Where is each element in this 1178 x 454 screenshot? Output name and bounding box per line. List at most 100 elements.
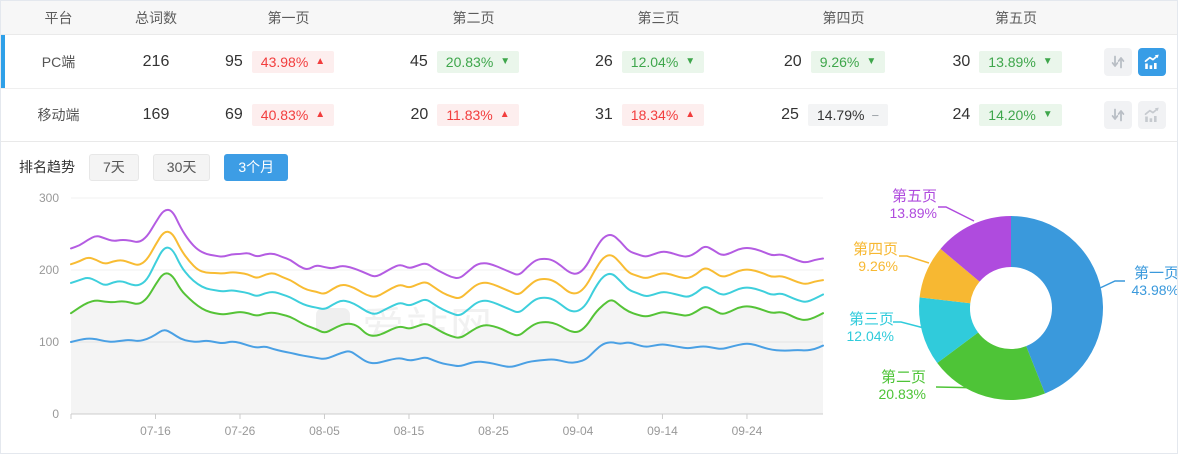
trend-arrow-icon [315,57,325,67]
pie-label-pct: 43.98% [1131,282,1178,298]
table-row-pc[interactable]: PC端 216 95 43.98% 45 20.83% 26 12.04% 20… [1,35,1177,88]
row-actions [1096,47,1177,76]
svg-text:09-04: 09-04 [563,424,594,438]
donut-slice[interactable] [919,297,979,363]
page2-cell: 20 11.83% [381,104,566,126]
page4-count: 25 [781,106,799,123]
page3-cell: 26 12.04% [566,50,751,73]
page1-cell: 95 43.98% [196,50,381,73]
trend-arrow-icon [866,57,876,67]
updown-arrows-icon [1111,55,1125,68]
page5-count: 24 [952,106,971,123]
pie-label-name: 第五页 [891,188,937,205]
pie-label-pct: 13.89% [889,205,937,221]
col-header-total: 总词数 [135,9,177,26]
pie-label-name: 第四页 [852,241,898,258]
platform-label: 移动端 [37,107,80,123]
svg-text:200: 200 [39,263,59,277]
donut-slice[interactable] [940,216,1011,282]
page3-pct-badge: 18.34% [621,104,705,126]
pie-label-page2: 第二页 20.83% [831,369,926,403]
tab-30days[interactable]: 30天 [152,154,211,181]
donut-slice[interactable] [937,332,1045,400]
trend-header: 排名趋势 7天 30天 3个月 [1,142,1177,181]
col-header-platform: 平台 [44,9,73,26]
col-header-page2: 第二页 [452,9,495,26]
page4-cell: 20 9.26% [751,50,936,73]
page3-count: 26 [595,52,613,70]
svg-text:07-16: 07-16 [140,424,171,438]
total-words: 216 [142,52,170,70]
svg-text:100: 100 [39,335,59,349]
col-header-page1: 第一页 [267,9,310,26]
page3-cell: 31 18.34% [566,104,751,126]
page2-cell: 45 20.83% [381,50,566,73]
page2-count: 20 [410,106,429,123]
col-header-page4: 第四页 [822,9,865,26]
pie-label-page1: 第一页 43.98% [1125,265,1178,299]
svg-text:08-25: 08-25 [478,424,509,438]
trend-chart-button[interactable] [1138,101,1166,129]
pie-label-pct: 20.83% [878,386,926,402]
tab-3months[interactable]: 3个月 [224,154,289,181]
pie-label-name: 第三页 [848,311,894,328]
trend-chart-icon [1144,54,1159,69]
rank-table: 平台 总词数 第一页 第二页 第三页 第四页 第五页 PC端 216 95 43… [1,1,1177,142]
col-header-page5: 第五页 [995,9,1037,26]
page2-count: 45 [410,52,428,70]
pie-label-name: 第一页 [1133,265,1178,282]
page1-count: 69 [225,106,243,123]
trend-arrow-icon [1043,57,1053,67]
col-header-page3: 第三页 [637,9,680,26]
trend-arrow-icon [685,57,695,67]
updown-arrows-icon [1111,108,1125,122]
page1-pct-badge: 43.98% [251,50,335,73]
trend-title: 排名趋势 [19,159,75,176]
trend-arrow-icon [871,109,879,122]
total-words: 169 [142,106,170,123]
page3-pct-badge: 12.04% [621,50,705,73]
page4-pct-badge: 14.79% [807,104,889,126]
page1-count: 95 [225,52,243,70]
rank-trend-line-chart: 07-16 07-26 08-05 08-15 08-25 09-04 09-14 09-24… [39,191,824,438]
page5-cell: 30 13.89% [936,50,1096,73]
trend-arrow-icon [1043,110,1053,120]
svg-text:08-15: 08-15 [394,424,425,438]
page-distribution-donut-chart [893,206,1125,400]
row-actions [1096,101,1177,129]
page5-count: 30 [952,52,971,70]
page1-pct-badge: 40.83% [251,104,335,126]
tab-7days[interactable]: 7天 [89,154,139,181]
trend-section: 排名趋势 7天 30天 3个月 爱站网 07-1607-2608-0508-15… [1,142,1178,453]
page3-count: 31 [595,106,613,123]
donut-slice[interactable] [1011,216,1103,394]
trend-arrow-icon [315,110,325,120]
trend-arrow-icon [500,57,510,67]
pie-label-pct: 9.26% [858,258,898,274]
page4-cell: 25 14.79% [751,104,936,126]
sort-updown-button[interactable] [1104,47,1132,76]
donut-slice[interactable] [919,248,980,304]
pie-label-page4: 第四页 9.26% [806,241,898,275]
pie-label-pct: 12.04% [846,328,894,344]
page5-pct-badge: 13.89% [979,50,1062,73]
trend-chart-button[interactable] [1138,47,1166,76]
table-row-mobile[interactable]: 移动端 169 69 40.83% 20 11.83% 31 18.34% 25… [1,88,1177,141]
svg-text:300: 300 [39,191,59,205]
platform-label: PC端 [41,53,76,70]
page4-pct-badge: 9.26% [810,50,886,73]
page5-cell: 24 14.20% [936,104,1096,126]
pie-label-name: 第二页 [880,369,926,386]
svg-text:08-05: 08-05 [309,424,340,438]
page1-cell: 69 40.83% [196,104,381,126]
table-header-row: 平台 总词数 第一页 第二页 第三页 第四页 第五页 [1,1,1177,35]
page2-pct-badge: 11.83% [437,104,519,126]
svg-text:09-14: 09-14 [647,424,678,438]
trend-arrow-icon [500,110,510,120]
sort-updown-button[interactable] [1104,101,1132,129]
pie-label-page3: 第三页 12.04% [801,311,894,345]
page5-pct-badge: 14.20% [979,104,1062,126]
page2-pct-badge: 20.83% [436,50,520,73]
svg-text:0: 0 [52,407,59,421]
